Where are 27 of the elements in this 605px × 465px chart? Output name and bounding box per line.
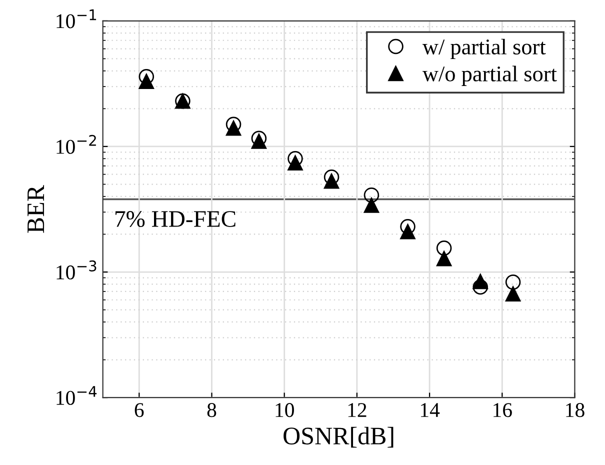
y-tick-label: 10$^{−3}$	[56, 260, 96, 280]
y-tick-label: 10$^{−4}$	[56, 386, 97, 405]
x-tick-label: 18	[566, 403, 584, 418]
x-tick-label: 14	[420, 403, 440, 417]
x-tick-label: 6	[134, 403, 144, 418]
legend-label: w/ partial sort	[422, 38, 546, 59]
point	[472, 279, 488, 295]
point	[505, 286, 521, 302]
point	[436, 250, 452, 266]
legend-label: w/o partial sort	[422, 66, 557, 86]
point	[364, 187, 380, 203]
x-tick-label: 8	[207, 403, 216, 418]
x-tick-label: 16	[494, 403, 512, 418]
x-tick-label: 10	[276, 403, 294, 418]
point	[436, 240, 452, 256]
y-tick-label: 10$^{−2}$	[56, 134, 96, 154]
point	[364, 198, 380, 213]
y-axis-title: BER	[28, 184, 44, 233]
point	[505, 274, 521, 290]
x-tick-label: 12	[348, 403, 366, 417]
ref-line-label: 7% HD-FEC	[116, 211, 236, 228]
point	[288, 151, 303, 166]
y-tick-label: 10$^{−1}$	[56, 9, 96, 28]
point	[324, 169, 340, 185]
point	[400, 218, 416, 234]
point	[138, 68, 154, 84]
x-axis-title: OSNR[dB]	[284, 426, 394, 448]
